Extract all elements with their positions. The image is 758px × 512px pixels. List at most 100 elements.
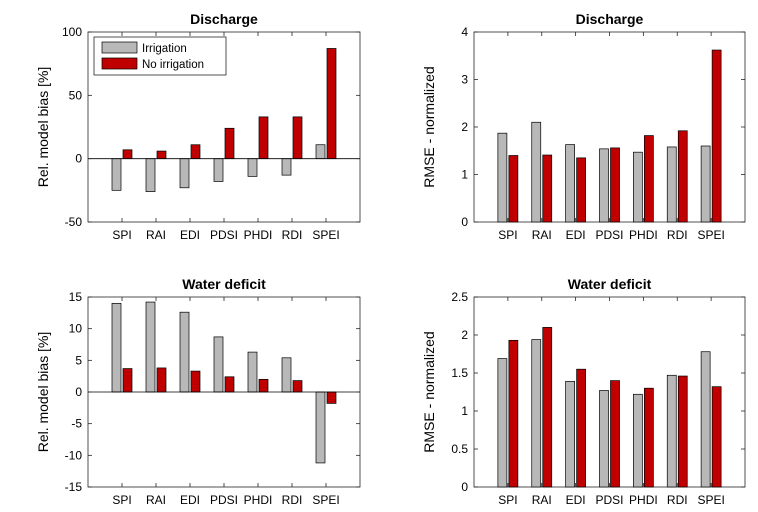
x-tick-label: PHDI <box>244 228 273 242</box>
chart-panel-1: -50 0 50 100 SPI RAI EDI PDSI PHDI RDI SPEI Dischar… <box>35 11 361 242</box>
legend-swatch-irrigation <box>101 41 138 54</box>
bar-irrigation-rdi <box>281 158 292 176</box>
bar-no-irrigation-rai <box>156 367 167 393</box>
bar-irrigation-spei <box>315 144 326 160</box>
chart-title: Discharge <box>190 11 258 27</box>
y-tick-label: -50 <box>65 215 83 229</box>
bar-irrigation-spi <box>497 132 508 223</box>
x-tick-label: RAI <box>146 228 166 242</box>
chart-panel-2: 0 1 2 3 4 SPI RAI EDI PDSI PHDI RDI SPEI Discharge RM… <box>421 11 746 242</box>
x-tick-label: SPEI <box>697 228 724 242</box>
bar-no-irrigation-pdsi <box>224 376 235 393</box>
bar-irrigation-rdi <box>666 374 677 488</box>
bar-irrigation-edi <box>179 311 190 393</box>
y-axis-label: Rel. model bias [%] <box>35 67 51 188</box>
bar-irrigation-phdi <box>633 151 643 223</box>
y-tick-label: 0 <box>461 480 468 494</box>
bar-no-irrigation-rai <box>156 150 167 160</box>
bar-irrigation-phdi <box>247 158 258 177</box>
bar-irrigation-phdi <box>247 351 258 393</box>
legend: Irrigation No irrigation <box>93 36 227 76</box>
y-tick-label: 0.5 <box>451 442 468 456</box>
chart-title: Discharge <box>576 11 644 27</box>
x-tick-label: SPI <box>112 228 131 242</box>
bar-irrigation-pdsi <box>599 148 609 223</box>
bar-irrigation-pdsi <box>599 390 609 488</box>
y-tick-label: 5 <box>75 353 82 367</box>
x-tick-label: SPI <box>498 228 517 242</box>
y-tick-label: 2 <box>461 120 468 134</box>
bar-no-irrigation-spei <box>711 386 722 488</box>
y-tick-label: 0 <box>75 152 82 166</box>
y-tick-label: -5 <box>71 417 82 431</box>
bar-no-irrigation-phdi <box>644 135 654 223</box>
x-tick-label: RDI <box>282 228 303 242</box>
y-tick-label: 0 <box>461 215 468 229</box>
bar-no-irrigation-rdi <box>292 380 303 393</box>
y-tick-label: 100 <box>62 25 82 39</box>
bar-irrigation-spi <box>497 358 508 488</box>
bar-irrigation-spei <box>315 391 326 464</box>
bar-irrigation-pdsi <box>213 336 224 393</box>
bar-irrigation-spei <box>700 351 711 488</box>
x-tick-label: RAI <box>532 228 552 242</box>
bar-no-irrigation-rai <box>542 154 553 223</box>
legend-label-no-irrigation: No irrigation <box>142 59 204 71</box>
bar-irrigation-rai <box>531 121 542 223</box>
x-tick-label: EDI <box>566 228 586 242</box>
chart-panel-4: 0 0.5 1 1.5 2 2.5 SPI RAI EDI PDSI PHDI RDI SPEI Wate… <box>421 276 746 507</box>
x-tick-label: SPEI <box>697 493 724 507</box>
y-tick-label: 3 <box>461 73 468 87</box>
bar-no-irrigation-spi <box>122 149 133 160</box>
x-tick-label: SPI <box>498 493 517 507</box>
y-axis-label: Rel. model bias [%] <box>35 332 51 453</box>
bar-no-irrigation-spi <box>508 339 519 488</box>
bar-irrigation-spi <box>111 158 122 191</box>
bar-no-irrigation-spei <box>326 48 337 160</box>
x-tick-label: PHDI <box>244 493 273 507</box>
bar-no-irrigation-pdsi <box>224 127 235 160</box>
x-tick-label: PHDI <box>629 493 658 507</box>
bar-irrigation-rai <box>145 158 156 192</box>
bar-no-irrigation-edi <box>190 144 201 160</box>
bar-irrigation-edi <box>565 381 575 488</box>
y-tick-label: 15 <box>69 290 83 304</box>
bar-no-irrigation-pdsi <box>610 147 620 223</box>
chart-panel-3: -15 -10 -5 0 5 10 15 SPI RAI EDI PDSI PHDI RDI SPEI Wa… <box>35 276 361 507</box>
legend-swatch-no-irrigation <box>101 57 138 70</box>
y-tick-label: 2.5 <box>451 290 468 304</box>
y-tick-label: 4 <box>461 25 468 39</box>
legend-label-irrigation: Irrigation <box>142 43 187 55</box>
bar-irrigation-spei <box>700 145 711 223</box>
y-axis-label: RMSE - normalized <box>421 66 437 187</box>
bar-irrigation-edi <box>179 158 190 189</box>
y-tick-label: -15 <box>65 480 83 494</box>
x-tick-label: SPEI <box>312 228 339 242</box>
bar-no-irrigation-edi <box>576 368 586 488</box>
y-tick-label: -10 <box>65 448 83 462</box>
x-tick-label: PDSI <box>595 493 623 507</box>
bar-no-irrigation-rdi <box>677 375 688 488</box>
bar-no-irrigation-spi <box>508 155 519 223</box>
bar-no-irrigation-pdsi <box>610 380 620 488</box>
x-tick-label: RDI <box>667 228 688 242</box>
bar-irrigation-rdi <box>666 146 677 223</box>
bar-irrigation-spi <box>111 302 122 393</box>
bar-no-irrigation-phdi <box>644 387 654 488</box>
bar-no-irrigation-rdi <box>292 116 303 160</box>
y-tick-label: 1 <box>461 168 468 182</box>
bar-no-irrigation-rai <box>542 327 553 488</box>
bar-no-irrigation-rdi <box>677 130 688 223</box>
x-tick-label: RAI <box>146 493 166 507</box>
bar-no-irrigation-edi <box>576 157 586 223</box>
x-tick-label: RDI <box>282 493 303 507</box>
x-tick-label: PDSI <box>210 493 238 507</box>
chart-title: Water deficit <box>568 276 652 292</box>
bar-no-irrigation-phdi <box>258 378 269 393</box>
bar-irrigation-rdi <box>281 357 292 393</box>
bar-irrigation-pdsi <box>213 158 224 182</box>
y-tick-label: 10 <box>69 322 83 336</box>
x-tick-label: PDSI <box>210 228 238 242</box>
x-tick-label: PHDI <box>629 228 658 242</box>
